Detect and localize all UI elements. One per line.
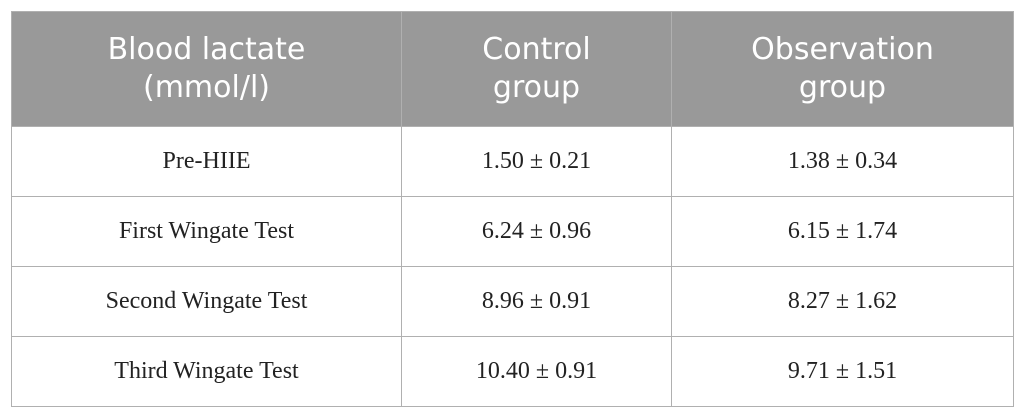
header-cell: Blood lactate (mmol/l) [11, 11, 402, 127]
table-cell: 6.15 ± 1.74 [671, 196, 1014, 267]
table-cell: 8.96 ± 0.91 [401, 266, 672, 337]
table-cell: 1.38 ± 0.34 [671, 126, 1014, 197]
table-cell: 1.50 ± 0.21 [401, 126, 672, 197]
table-cell: 9.71 ± 1.51 [671, 336, 1014, 407]
table-cell: 10.40 ± 0.91 [401, 336, 672, 407]
table-cell: Third Wingate Test [11, 336, 402, 407]
table-row: Pre-HIIE 1.50 ± 0.21 1.38 ± 0.34 [11, 126, 1014, 197]
header-row: Blood lactate (mmol/l) Control group Obser… [11, 11, 1014, 127]
table-row: Second Wingate Test 8.96 ± 0.91 8.27 ± 1.6… [11, 266, 1014, 337]
table-cell: First Wingate Test [11, 196, 402, 267]
table-cell: 6.24 ± 0.96 [401, 196, 672, 267]
table-row: Third Wingate Test 10.40 ± 0.91 9.71 ± 1.5… [11, 336, 1014, 407]
table-cell: Second Wingate Test [11, 266, 402, 337]
table-cell: Pre-HIIE [11, 126, 402, 197]
table-cell: 8.27 ± 1.62 [671, 266, 1014, 337]
data-table: Blood lactate (mmol/l) Control group Obser… [11, 11, 1014, 407]
table-row: First Wingate Test 6.24 ± 0.96 6.15 ± 1.74 [11, 196, 1014, 267]
header-cell: Observation group [671, 11, 1014, 127]
table-body: Pre-HIIE 1.50 ± 0.21 1.38 ± 0.34 First Wing… [11, 126, 1014, 407]
header-cell: Control group [401, 11, 672, 127]
